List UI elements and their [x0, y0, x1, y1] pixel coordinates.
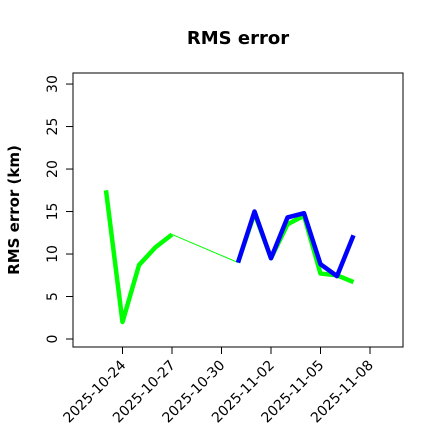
y-tick-label: 25 [45, 118, 61, 136]
y-tick-label: 30 [45, 75, 61, 93]
y-tick-label: 20 [45, 160, 61, 178]
y-tick-label: 15 [45, 203, 61, 221]
y-axis-label: RMS error (km) [5, 145, 23, 275]
line [103, 190, 174, 325]
y-tick-label: 0 [45, 335, 61, 344]
gap-connector [171, 234, 239, 263]
plot-box [72, 72, 404, 348]
y-tick-label: 10 [45, 245, 61, 263]
line [235, 209, 356, 279]
line [235, 210, 355, 285]
y-tick-label: 5 [45, 292, 61, 301]
chart-title: RMS error [187, 28, 289, 49]
